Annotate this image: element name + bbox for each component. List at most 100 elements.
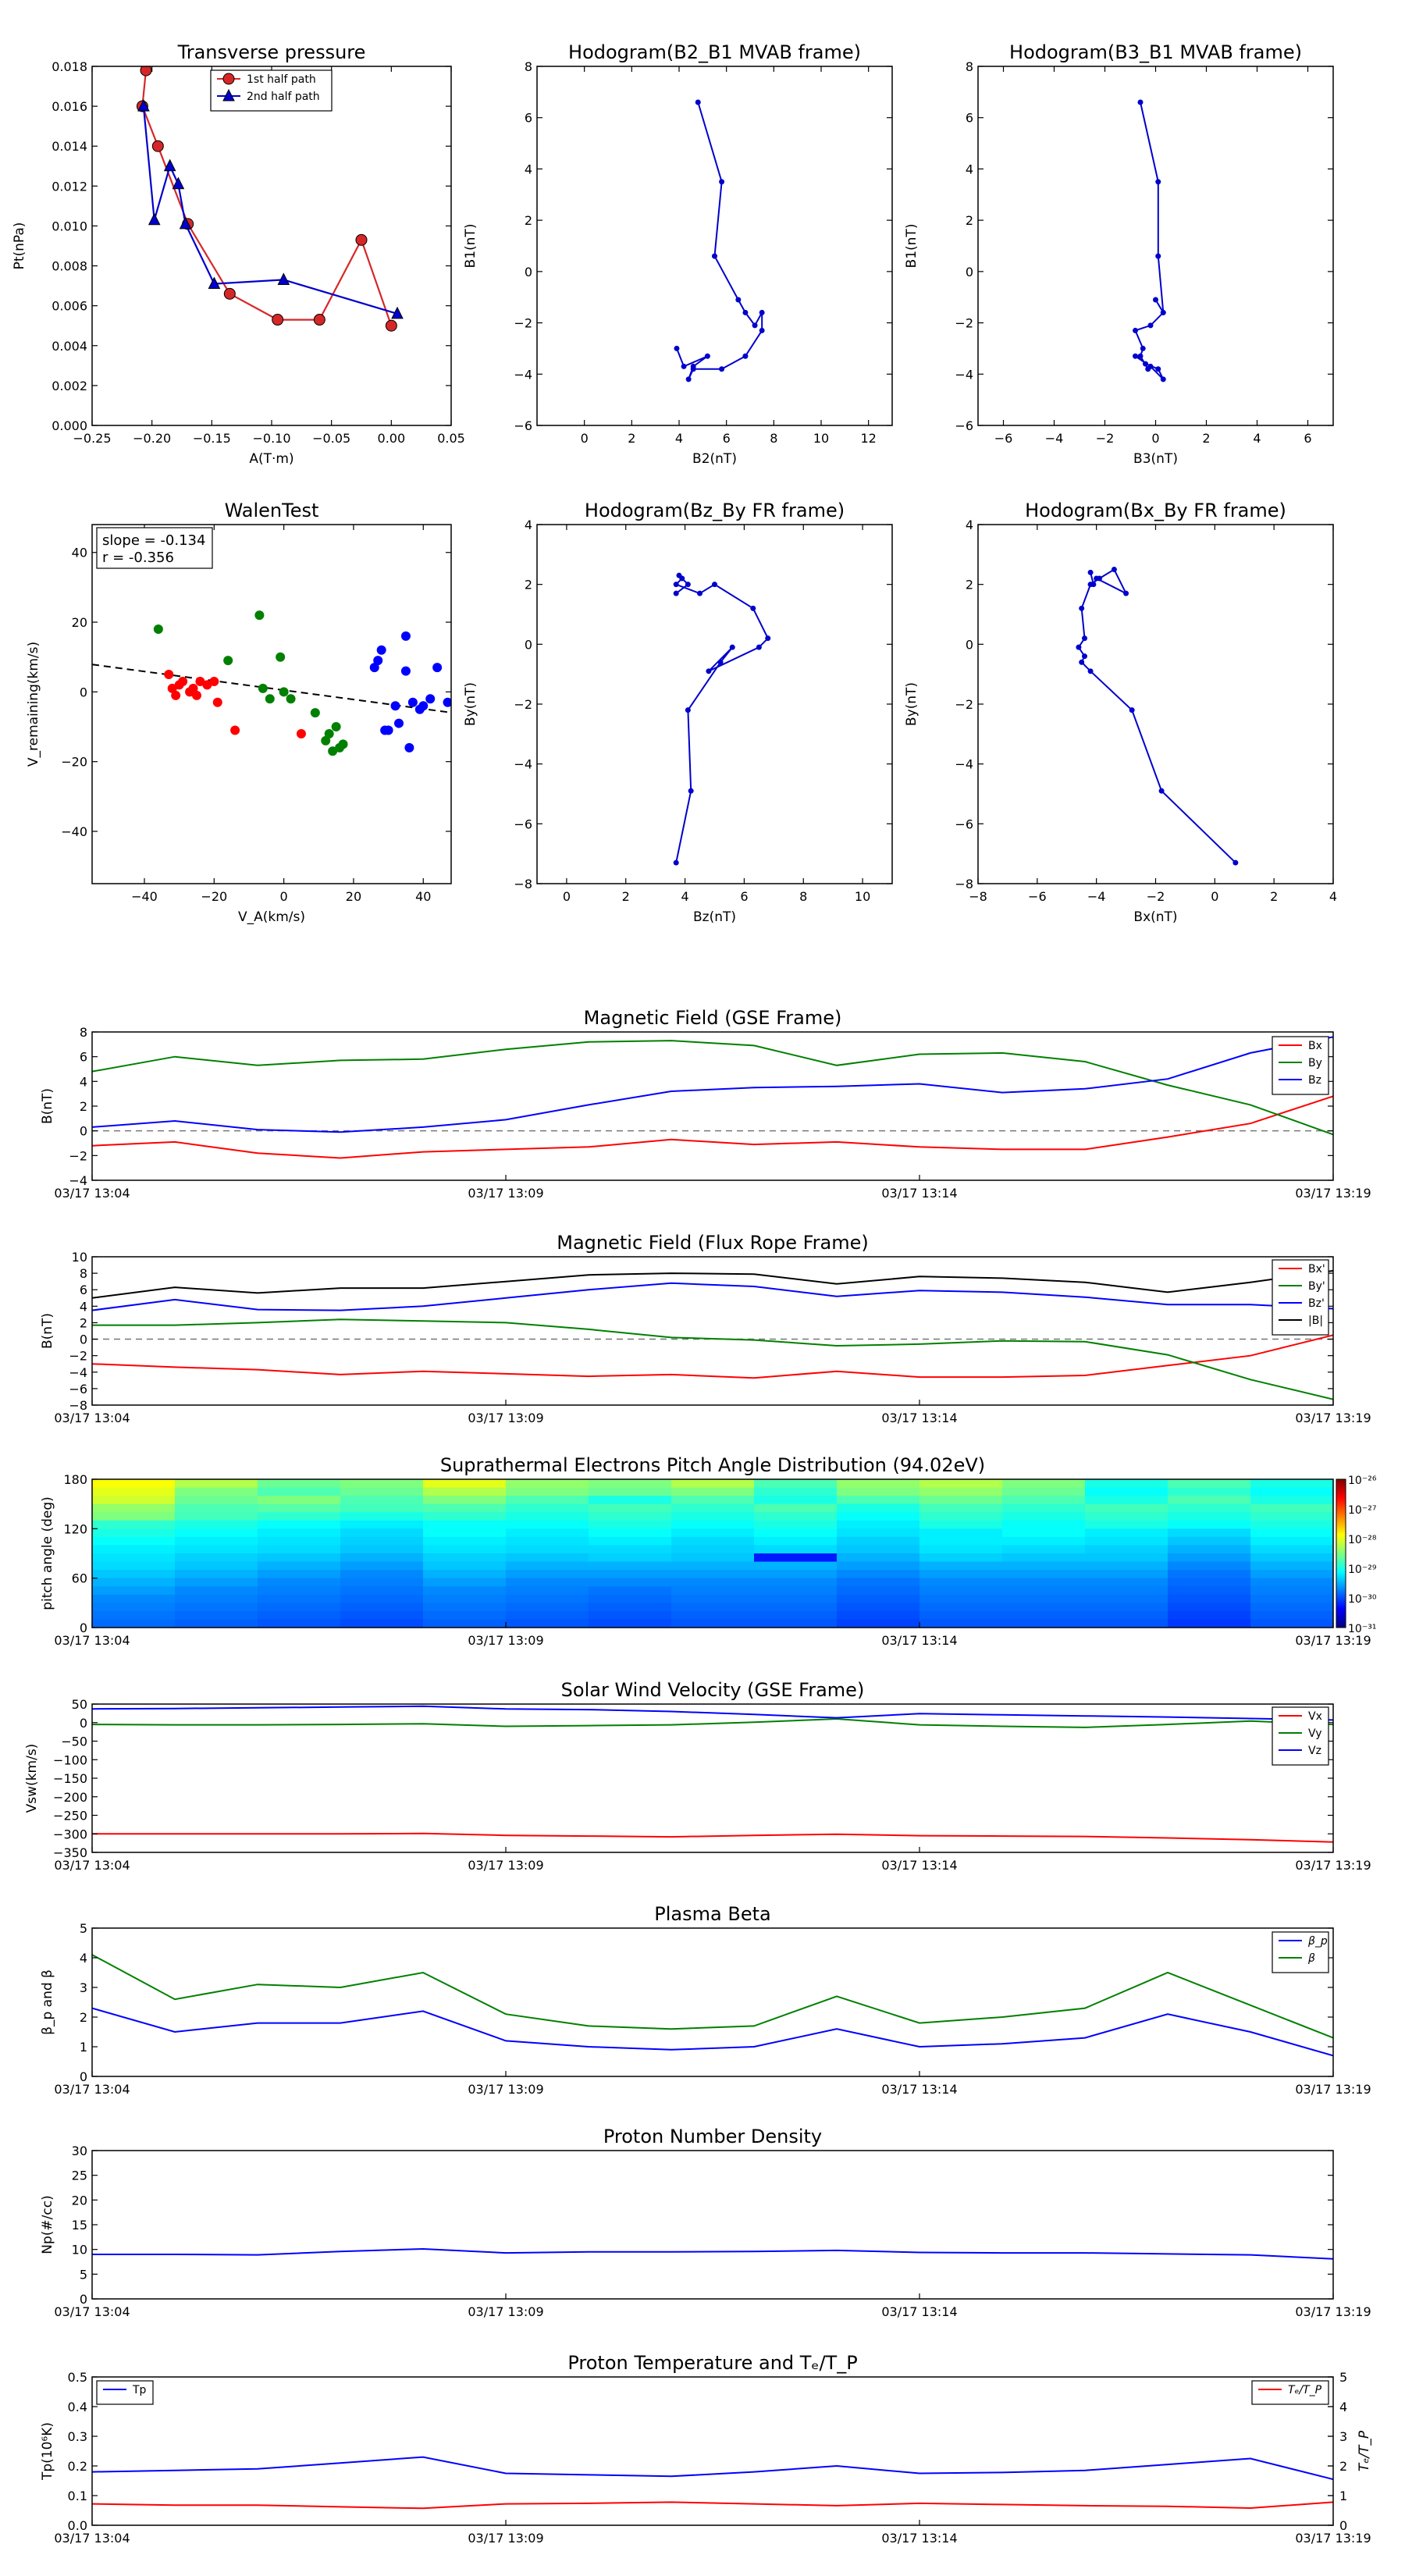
x-tick-label: 2 [628,431,635,446]
data-point [404,742,414,753]
heatmap-cell [175,1487,258,1496]
heatmap-cell [1250,1570,1334,1579]
data-point [151,140,164,152]
heatmap-cell [1085,1536,1168,1546]
heatmap-cell [258,1594,341,1603]
plot-area [92,610,451,756]
y-axis-label: β_p and β [40,1969,55,2035]
data-point [230,725,240,735]
data-point [695,99,701,105]
y-tick-label: 4 [525,162,532,176]
axes-frame [91,1703,1334,1853]
y-tick-label: −350 [53,1845,87,1860]
heatmap-cell [258,1479,341,1489]
x-tick-label: 03/17 13:14 [881,1858,957,1873]
chart-transverse_pressure: Transverse pressure 0.000 0.002 0.004 0.006 0… [12,41,465,467]
data-point [272,314,284,326]
heatmap-cell [92,1594,176,1603]
heatmap-cell [1168,1561,1251,1571]
x-tick-label: 03/17 13:09 [468,1186,543,1201]
data-point [712,582,717,588]
y-axis-label: V_remaining(km/s) [26,642,41,767]
heatmap-cell [837,1512,920,1521]
heatmap-cell [423,1536,507,1546]
heatmap-cell [506,1503,589,1513]
y-axis-label: Vsw(km/s) [24,1744,40,1813]
y-tick-label: 20 [72,2193,87,2208]
x-tick-label: 0 [1151,431,1159,446]
heatmap-cell [1250,1528,1334,1538]
heatmap-cell [919,1570,1003,1579]
heatmap-cell [754,1578,838,1587]
heatmap-cell [1250,1487,1334,1496]
x-tick-label: 8 [799,889,807,904]
heatmap-cell [175,1512,258,1521]
heatmap-cell [1168,1487,1251,1496]
data-point [729,644,735,650]
heatmap-cell [423,1545,507,1554]
legend-label: Bz [1308,1074,1321,1087]
data-point [1090,582,1097,588]
series-line [92,1036,1333,1133]
chart-title: Hodogram(Bx_By FR frame) [1025,500,1286,521]
heatmap-cell [175,1553,258,1563]
y-tick-label: 0.016 [52,99,87,114]
heatmap-cell [1002,1603,1086,1612]
x-tick-label: 03/17 13:09 [468,2304,543,2319]
data-point [313,314,325,326]
chart-title: Plasma Beta [654,1903,770,1925]
chart-hodo_bxby: Hodogram(Bx_By FR frame) −8 −6 −4 −2 0 2 4 −8 −6 −… [904,500,1337,925]
heatmap-cell [92,1520,176,1529]
y-tick-label: 0.014 [52,139,87,154]
heatmap-cell [258,1619,341,1628]
heatmap-cell [671,1479,755,1489]
heatmap-cell [589,1487,672,1496]
y-tick-label: 0.000 [52,418,87,433]
y2-axis-label: Tₑ/T_P [1357,2430,1372,2471]
heatmap-cell [1168,1619,1251,1628]
x-tick-label: 0 [1211,889,1218,904]
data-point [265,694,275,704]
heatmap-cell [340,1528,424,1538]
heatmap-cell [1085,1561,1168,1571]
heatmap-cell [92,1603,176,1612]
heatmap-cell [589,1570,672,1579]
data-point [383,725,393,735]
series-line [92,1269,1333,1299]
heatmap-cell [1168,1536,1251,1546]
heatmap-cell [671,1536,755,1546]
y-tick-label: 2 [80,1315,87,1330]
data-point [1123,590,1129,596]
series-line [92,2456,1333,2481]
y-tick-label: 2 [966,578,973,592]
data-point [163,158,176,172]
data-point [1079,659,1085,665]
heatmap-cell [423,1528,507,1538]
y-tick-label: 2 [966,213,973,228]
heatmap-cell [754,1496,838,1505]
x-tick-label: −4 [1087,889,1106,904]
data-point [1140,345,1146,351]
x-tick-label: 03/17 13:09 [468,2082,543,2097]
data-point [685,582,691,588]
heatmap-cell [919,1536,1003,1546]
legend-label: Bz' [1308,1297,1325,1310]
y-tick-label: −150 [53,1771,87,1786]
heatmap-cell [671,1520,755,1529]
legend-label: Vz [1308,1745,1321,1757]
heatmap-cell [589,1512,672,1521]
heatmap-cell [506,1570,589,1579]
heatmap-cell [258,1512,341,1521]
plot-area [92,1954,1333,2057]
data-point [137,98,150,112]
heatmap-cell [919,1553,1003,1563]
y-tick-label: −2 [69,1349,87,1364]
x-tick-label: 03/17 13:14 [881,1186,957,1201]
data-point [681,363,687,369]
heatmap-cell [506,1487,589,1496]
series-line [92,1282,1333,1311]
y2-tick-label: 3 [1339,2429,1347,2444]
chart-title: Proton Number Density [603,2126,822,2147]
heatmap-cell [671,1487,755,1496]
data-point [752,322,758,329]
